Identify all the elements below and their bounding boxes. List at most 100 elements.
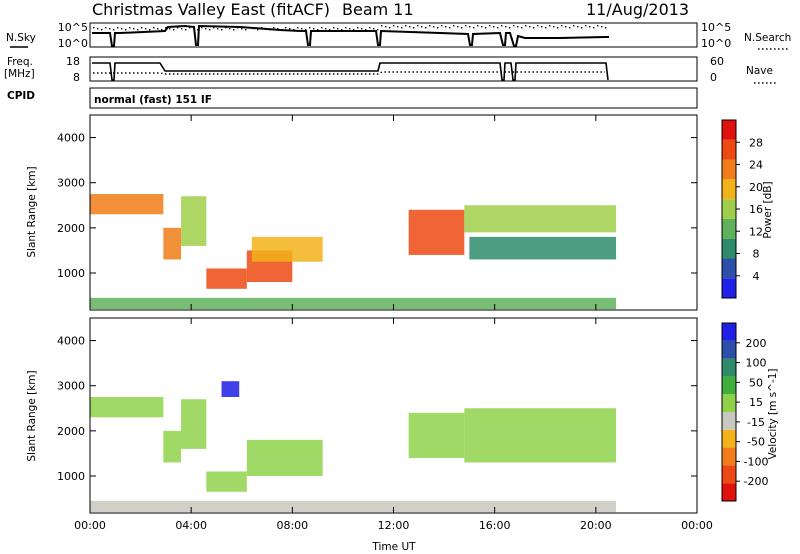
- cpid-label: CPID: [7, 90, 35, 102]
- nsearch-dot-96: [477, 25, 479, 27]
- velocity-colorbar-tick-label-0: -200: [744, 475, 769, 488]
- nave-tick-bottom: 0: [710, 71, 717, 84]
- nsearch-dot-71: [377, 29, 379, 31]
- nsearch-dot-94: [469, 26, 471, 28]
- nsearch-dot-40: [253, 28, 255, 30]
- power-ytick-label-2: 3000: [57, 177, 85, 190]
- nsearch-dot-50: [293, 29, 295, 31]
- nsearch-dot-115: [553, 26, 555, 28]
- velocity-echo-band-5: [221, 381, 240, 397]
- nsearch-dot-37: [241, 28, 243, 30]
- power-colorbar-tick-label-4: 20: [749, 181, 763, 194]
- power-panel: 1000 2000 3000 4000 Slant Range [km] 4 8 12 16…: [26, 114, 774, 311]
- nsearch-dot-15: [153, 27, 155, 29]
- nsearch-dot-108: [525, 25, 527, 27]
- nsearch-dot-2: [101, 29, 103, 31]
- nsky-tick-top: 10^5: [58, 21, 88, 34]
- velocity-colorbar-segment-3: [722, 429, 736, 448]
- nsearch-dot-109: [529, 26, 531, 28]
- nsearch-dot-101: [497, 27, 499, 29]
- nsearch-dot-22: [181, 28, 183, 30]
- power-colorbar-tick-label-0: 4: [753, 270, 760, 283]
- nsearch-dot-47: [281, 29, 283, 31]
- nsearch-dot-69: [369, 27, 371, 29]
- power-ytick-label-0: 1000: [57, 267, 85, 280]
- nsearch-dot-17: [161, 29, 163, 31]
- nsearch-dot-13: [145, 28, 147, 30]
- nsearch-dot-5: [113, 29, 115, 31]
- power-colorbar-segment-1: [722, 258, 736, 279]
- nsearch-dot-66: [357, 27, 359, 29]
- velocity-echo-band-8: [90, 500, 617, 513]
- nsearch-dot-16: [157, 28, 159, 30]
- nsearch-dot-60: [333, 27, 335, 29]
- nsearch-dot-95: [473, 27, 475, 29]
- velocity-colorbar-segment-6: [722, 376, 736, 395]
- velocity-echo-band-7: [464, 408, 617, 463]
- nsearch-dot-116: [557, 27, 559, 29]
- nsearch-dot-9: [129, 27, 131, 29]
- velocity-colorbar-segment-0: [722, 483, 736, 501]
- power-echo-band-9: [90, 297, 617, 310]
- freq-strip-frame: [89, 56, 698, 82]
- nsearch-dot-107: [521, 27, 523, 29]
- power-echo-band-6: [408, 209, 465, 255]
- nsearch-dot-122: [581, 27, 583, 29]
- nsearch-dot-124: [589, 26, 591, 28]
- nsearch-dot-82: [421, 26, 423, 28]
- velocity-ytick-label-0: 1000: [57, 470, 85, 483]
- nsearch-dot-128: [605, 27, 607, 29]
- nsearch-dot-27: [201, 27, 203, 29]
- station-title: Christmas Valley East (fitACF): [92, 0, 330, 19]
- velocity-echo-band-3: [206, 471, 247, 492]
- power-echo-band-0: [90, 193, 164, 215]
- date-title: 11/Aug/2013: [586, 0, 689, 19]
- nsearch-label: N.Search: [744, 32, 791, 44]
- nsearch-dot-72: [381, 25, 383, 27]
- nsearch-dot-83: [425, 27, 427, 29]
- nsky-strip: 10^5 10^0 10^5 10^0 N.Sky N.Search: [6, 21, 791, 50]
- nsearch-dot-68: [365, 29, 367, 31]
- power-echo-band-3: [206, 268, 247, 289]
- velocity-colorbar-segment-8: [722, 340, 736, 359]
- power-echo-band-5: [251, 236, 323, 262]
- nsearch-dot-99: [489, 25, 491, 27]
- nsearch-dot-33: [225, 27, 227, 29]
- nsearch-dot-64: [349, 28, 351, 30]
- velocity-colorbar-tick-label-4: 15: [749, 396, 763, 409]
- cpid-value: normal (fast) 151 IF: [94, 94, 212, 106]
- nsearch-dot-49: [289, 28, 291, 30]
- nave-label: Nave: [746, 65, 773, 77]
- velocity-ytick-label-3: 4000: [57, 335, 85, 348]
- freq-label-line1: Freq.: [7, 56, 33, 68]
- power-colorbar-tick-label-5: 24: [749, 159, 763, 172]
- nsearch-dot-32: [221, 29, 223, 31]
- power-echo-band-1: [163, 227, 182, 260]
- velocity-xtick-label-4: 16:00: [479, 519, 511, 532]
- nsearch-dot-26: [197, 29, 199, 31]
- nsearch-dot-31: [217, 28, 219, 30]
- nsearch-dot-100: [493, 26, 495, 28]
- nsearch-dot-91: [457, 26, 459, 28]
- nsearch-dot-97: [481, 26, 483, 28]
- nsearch-dot-111: [537, 25, 539, 27]
- velocity-colorbar-tick-label-1: -100: [744, 455, 769, 468]
- nsearch-dot-11: [137, 29, 139, 31]
- velocity-colorbar-segment-1: [722, 465, 736, 484]
- nsearch-dot-81: [417, 25, 419, 27]
- nsearch-dot-54: [309, 27, 311, 29]
- velocity-colorbar-tick-label-5: 50: [749, 376, 763, 389]
- nsearch-dot-10: [133, 28, 135, 30]
- freq-tick-top: 18: [66, 55, 80, 68]
- velocity-colorbar-segment-4: [722, 412, 736, 430]
- nsearch-dot-24: [189, 27, 191, 29]
- velocity-colorbar-segment-5: [722, 394, 736, 412]
- nsearch-dot-89: [449, 27, 451, 29]
- nsearch-dot-41: [257, 29, 259, 31]
- velocity-colorbar-tick-label-3: -15: [747, 416, 765, 429]
- power-ylabel: Slant Range [km]: [26, 166, 38, 257]
- power-ytick-label-3: 4000: [57, 132, 85, 145]
- nsearch-dot-35: [233, 29, 235, 31]
- velocity-xtick-label-5: 20:00: [580, 519, 612, 532]
- nsearch-dot-29: [209, 29, 211, 31]
